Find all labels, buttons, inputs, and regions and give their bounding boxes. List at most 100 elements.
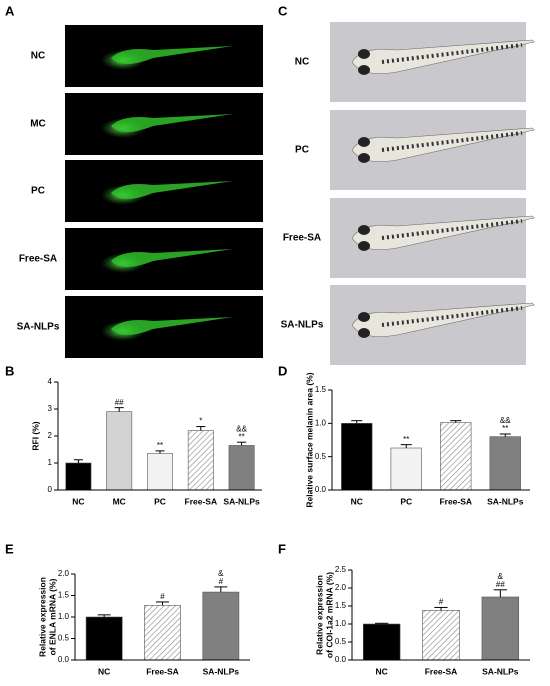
fish-eye xyxy=(358,65,370,75)
significance-label: # xyxy=(219,577,224,586)
fish xyxy=(111,317,233,335)
fish-pigment xyxy=(381,43,523,64)
x-tick-label: SA-NLPs xyxy=(223,496,260,506)
y-tick-label: 0 xyxy=(48,485,53,494)
y-tick-label: 2.5 xyxy=(335,565,347,574)
fish xyxy=(111,46,233,64)
panel-label: B xyxy=(5,363,14,378)
x-tick-label: SA-NLPs xyxy=(482,666,519,676)
x-tick-label: Free-SA xyxy=(439,496,472,506)
row-label: SA-NLPs xyxy=(281,320,324,331)
y-tick-label: 0.0 xyxy=(315,485,327,494)
bar xyxy=(187,430,214,491)
row-label: NC xyxy=(295,57,309,68)
significance-label: ** xyxy=(502,424,508,433)
y-tick-label: 2.0 xyxy=(335,583,347,592)
x-tick-label: NC xyxy=(376,666,388,676)
y-tick-label: 1 xyxy=(48,458,53,467)
fish-pigment xyxy=(381,306,523,327)
significance-label: ## xyxy=(496,580,505,589)
bar xyxy=(202,591,240,661)
y-tick-label: 0.0 xyxy=(335,655,347,664)
significance-label: ** xyxy=(403,435,409,444)
panel-label: F xyxy=(278,541,286,556)
x-tick-label: MC xyxy=(113,496,126,506)
bar xyxy=(422,610,460,661)
bar xyxy=(85,616,123,661)
row-label: Free-SA xyxy=(283,233,321,244)
y-tick-label: 0.5 xyxy=(315,452,327,461)
y-axis-label: Relative surface melanin area (%) xyxy=(304,372,314,507)
y-tick-label: 4 xyxy=(48,377,53,386)
row-label: NC xyxy=(31,51,45,62)
fish-eye xyxy=(358,225,370,235)
bar xyxy=(341,423,373,491)
bar xyxy=(106,411,133,491)
y-tick-label: 1.0 xyxy=(58,612,70,621)
row-label: PC xyxy=(31,186,45,197)
row-label: PC xyxy=(295,145,309,156)
significance-label: & xyxy=(498,572,504,581)
y-tick-label: 2.0 xyxy=(58,569,70,578)
significance-label: ** xyxy=(157,441,163,450)
fish xyxy=(111,114,233,132)
y-axis-label: RFI (%) xyxy=(30,421,40,450)
bar xyxy=(390,447,422,491)
panel-label: A xyxy=(5,3,15,18)
x-tick-label: Free-SA xyxy=(185,496,218,506)
significance-label: # xyxy=(439,598,444,607)
y-tick-label: 1.5 xyxy=(315,385,327,394)
y-tick-label: 0.5 xyxy=(335,637,347,646)
x-tick-label: Free-SA xyxy=(146,666,179,676)
fish-eye xyxy=(358,153,370,163)
x-tick-label: PC xyxy=(154,496,166,506)
fish xyxy=(111,181,233,199)
significance-label: && xyxy=(236,424,247,433)
significance-label: && xyxy=(500,416,511,425)
bar xyxy=(481,596,520,661)
bar xyxy=(440,422,472,491)
x-tick-label: NC xyxy=(72,496,84,506)
bar xyxy=(228,445,255,491)
y-tick-label: 1.0 xyxy=(335,619,347,628)
y-tick-label: 2 xyxy=(48,431,53,440)
x-tick-label: NC xyxy=(98,666,110,676)
fish xyxy=(111,249,233,267)
fish-eye xyxy=(358,328,370,338)
significance-label: # xyxy=(160,592,165,601)
row-label: MC xyxy=(30,119,46,130)
x-tick-label: SA-NLPs xyxy=(487,496,524,506)
significance-label: ** xyxy=(238,432,244,441)
fish-eye xyxy=(358,241,370,251)
fish-pigment xyxy=(381,219,523,240)
y-tick-label: 0.0 xyxy=(58,655,70,664)
x-tick-label: Free-SA xyxy=(425,666,458,676)
panel-label: C xyxy=(278,3,288,18)
y-tick-label: 0.5 xyxy=(58,634,70,643)
row-label: Free-SA xyxy=(19,254,57,265)
significance-label: ## xyxy=(115,398,124,407)
y-tick-label: 1.0 xyxy=(315,418,327,427)
y-tick-label: 1.5 xyxy=(335,601,347,610)
significance-label: * xyxy=(199,417,202,426)
x-tick-label: PC xyxy=(400,496,412,506)
y-axis-label: Relative expression xyxy=(37,577,47,657)
bar xyxy=(144,605,181,661)
bar xyxy=(65,462,92,491)
fish-eye xyxy=(358,312,370,322)
significance-label: & xyxy=(218,569,224,578)
y-axis-label: of COI-1a2 mRNA (%) xyxy=(324,572,334,658)
fish-pigment xyxy=(381,131,523,152)
x-tick-label: NC xyxy=(351,496,363,506)
y-tick-label: 3 xyxy=(48,404,53,413)
fish-eye xyxy=(358,137,370,147)
y-axis-label: of ENLA mRNA (%) xyxy=(47,578,57,655)
y-tick-label: 1.5 xyxy=(58,591,70,600)
y-axis-label: Relative expression xyxy=(314,575,324,655)
bar xyxy=(362,623,401,661)
bar xyxy=(147,453,173,491)
row-label: SA-NLPs xyxy=(17,322,60,333)
fish-eye xyxy=(358,49,370,59)
panel-label: D xyxy=(278,363,287,378)
